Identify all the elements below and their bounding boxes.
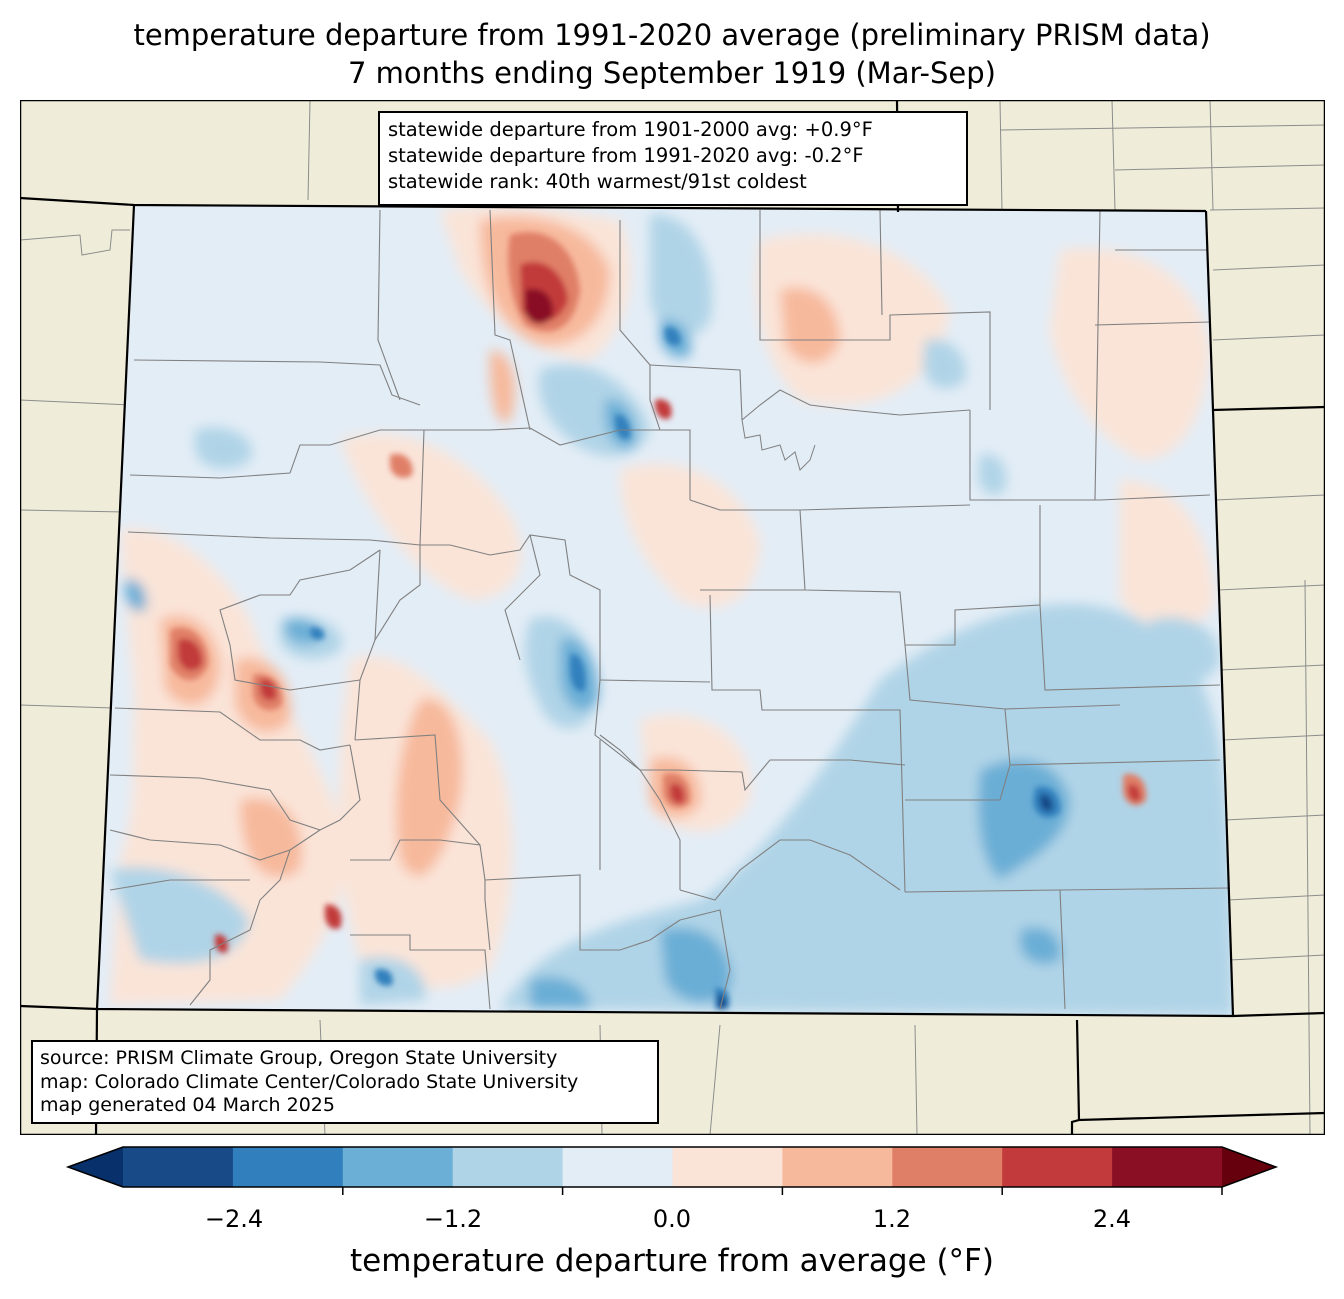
neighbor-county-lines: [20, 100, 1325, 1135]
colorbar-segment: [342, 1147, 454, 1187]
stats-departure-1901-2000: statewide departure from 1901-2000 avg: …: [388, 118, 873, 141]
colorbar-segment: [452, 1147, 564, 1187]
colorbar-segment: [1112, 1147, 1223, 1187]
colorbar-extend-low: [68, 1147, 123, 1187]
stats-departure-1991-2020: statewide departure from 1991-2020 avg: …: [388, 144, 864, 167]
colorbar-segment: [1002, 1147, 1113, 1187]
source-line: source: PRISM Climate Group, Oregon Stat…: [40, 1047, 558, 1069]
statewide-stats-box: statewide departure from 1901-2000 avg: …: [378, 111, 968, 206]
colorbar-tick-label: 2.4: [1092, 1205, 1132, 1233]
colorbar-tick-label: 0.0: [652, 1205, 692, 1233]
generated-date-line: map generated 04 March 2025: [40, 1094, 335, 1116]
colorbar: [0, 1140, 1344, 1299]
colorbar-segment: [562, 1147, 673, 1187]
colorbar-segment: [123, 1147, 234, 1187]
temperature-field: [97, 205, 1233, 1016]
colorbar-label: temperature departure from average (°F): [350, 1243, 994, 1279]
source-credit-box: source: PRISM Climate Group, Oregon Stat…: [31, 1040, 659, 1124]
colorbar-tick-label: 1.2: [872, 1205, 912, 1233]
map-panel: [20, 100, 1325, 1135]
stats-rank: statewide rank: 40th warmest/91st coldes…: [388, 170, 807, 193]
map-title: temperature departure from 1991-2020 ave…: [133, 18, 1211, 52]
colorbar-outline: [65, 1146, 1279, 1188]
colorbar-tick-label: −2.4: [204, 1205, 264, 1233]
map-credit-line: map: Colorado Climate Center/Colorado St…: [40, 1070, 579, 1093]
colorbar-segment: [672, 1147, 783, 1187]
colorbar-segment: [232, 1147, 344, 1187]
colorbar-extend-high: [1222, 1147, 1276, 1187]
colorbar-segment: [892, 1147, 1003, 1187]
colorbar-tick-label: −1.2: [423, 1205, 483, 1233]
map-subtitle: 7 months ending September 1919 (Mar-Sep): [348, 56, 996, 90]
colorbar-segment: [782, 1147, 893, 1187]
county-lines: [109, 209, 1231, 1010]
